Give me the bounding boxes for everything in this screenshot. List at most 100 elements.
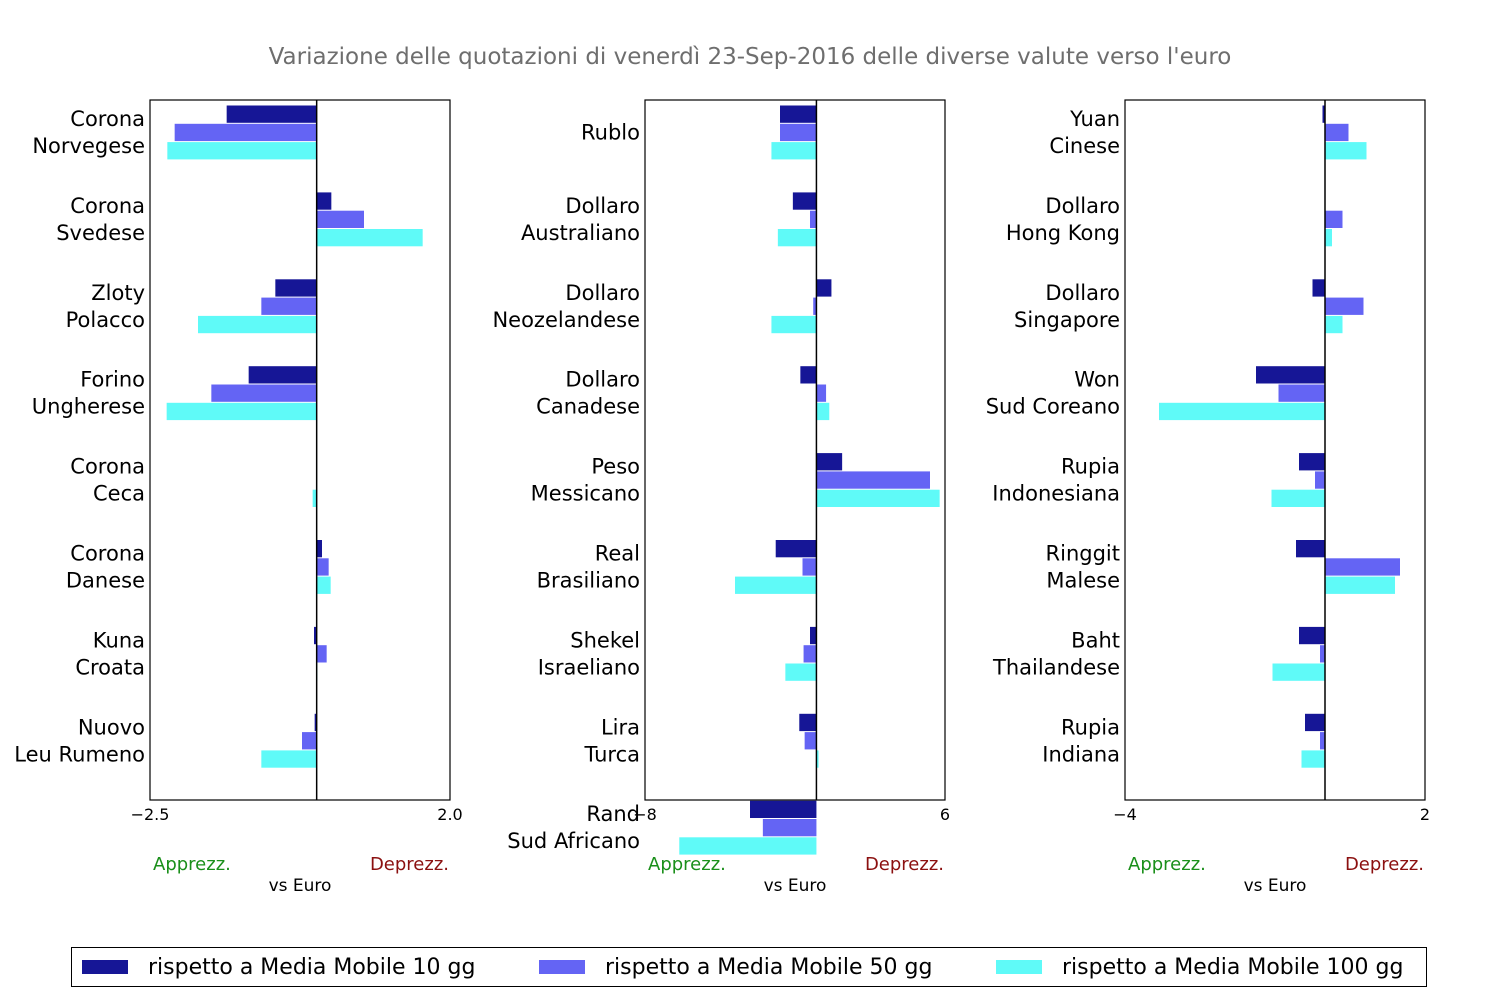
bar-ma100 — [316, 229, 423, 247]
bar-ma10 — [800, 366, 817, 384]
category-label-line: Ungherese — [32, 395, 145, 419]
bar-ma100 — [816, 489, 940, 507]
category-label: Peso Messicano — [531, 455, 640, 506]
category-label-line: Baht — [1071, 628, 1120, 652]
bar-ma10 — [810, 626, 817, 645]
category-label-line: Cinese — [1049, 134, 1120, 158]
bar-ma50 — [780, 123, 817, 142]
category-label-line: Yuan — [1069, 107, 1120, 131]
bar-ma50 — [762, 819, 817, 837]
bar-ma10 — [316, 192, 332, 210]
bar-ma10 — [799, 713, 817, 732]
bar-ma50 — [802, 558, 817, 576]
bar-ma100 — [679, 837, 817, 855]
category-label-line: Polacco — [66, 308, 145, 332]
legend-item-ma10: rispetto a Media Mobile 10 gg — [82, 948, 475, 986]
category-label-line: Croata — [75, 655, 145, 679]
bar-ma50 — [1320, 645, 1325, 663]
legend-label-ma100: rispetto a Media Mobile 100 gg — [1062, 954, 1404, 980]
bar-ma50 — [1325, 558, 1400, 576]
bar-ma100 — [316, 576, 331, 594]
bar-ma10 — [750, 800, 817, 818]
bar-ma10 — [275, 279, 317, 297]
bar-ma100 — [1325, 229, 1332, 247]
x-tick-label: −2.5 — [131, 805, 170, 824]
bar-ma100 — [1272, 663, 1325, 681]
category-label-line: Corona — [70, 541, 145, 565]
category-label-line: Kuna — [93, 628, 145, 652]
bar-ma10 — [816, 453, 843, 471]
category-label: Rand Sud Africano — [507, 802, 640, 853]
category-label: Dollaro Hong Kong — [1006, 194, 1120, 245]
chart-panel-3: Yuan Cinese Dollaro Hong Kong Dollaro Singapo… — [986, 99, 1430, 896]
bar-ma100 — [771, 315, 817, 334]
category-label-line: Turca — [583, 742, 640, 766]
category-label: Zloty Polacco — [66, 281, 145, 332]
bar-ma50 — [1320, 732, 1325, 750]
category-label-line: Ringgit — [1046, 541, 1120, 565]
legend: rispetto a Media Mobile 10 gg rispetto a… — [71, 947, 1427, 987]
bar-ma100 — [816, 750, 819, 768]
x-axis-label: vs Euro — [764, 876, 827, 896]
bar-ma100 — [1271, 489, 1325, 507]
bar-ma100 — [167, 142, 317, 160]
apprezz-note: Apprezz. — [153, 854, 231, 875]
bar-ma50 — [316, 558, 329, 576]
category-label: Dollaro Canadese — [536, 368, 640, 419]
bar-ma100 — [1301, 750, 1325, 768]
category-label-line: Indiana — [1042, 742, 1120, 766]
category-label-line: Dollaro — [565, 281, 640, 305]
category-label-line: Australiano — [521, 221, 640, 245]
bar-ma50 — [803, 645, 817, 663]
deprezz-note: Deprezz. — [370, 854, 449, 875]
category-label: Kuna Croata — [75, 628, 145, 679]
category-label: Ringgit Malese — [1046, 541, 1120, 592]
category-label: Corona Svedese — [56, 194, 145, 245]
apprezz-note: Apprezz. — [648, 854, 726, 875]
category-label: Rupia Indiana — [1042, 715, 1120, 766]
category-label: Real Brasiliano — [537, 541, 640, 592]
bar-ma50 — [1315, 471, 1325, 489]
bar-ma10 — [1256, 366, 1325, 384]
legend-item-ma50: rispetto a Media Mobile 50 gg — [539, 948, 932, 986]
deprezz-note: Deprezz. — [1345, 854, 1424, 875]
category-label-line: Ceca — [93, 482, 145, 506]
x-tick-label: −8 — [633, 805, 657, 824]
deprezz-note: Deprezz. — [865, 854, 944, 875]
bar-ma10 — [226, 105, 317, 123]
category-label-line: Canadese — [536, 395, 640, 419]
category-label-line: Real — [595, 541, 640, 565]
category-label-line: Rublo — [581, 120, 640, 144]
category-label-line: Corona — [70, 107, 145, 131]
x-tick-label: 6 — [940, 805, 950, 824]
category-label-line: Won — [1074, 368, 1120, 392]
category-label-line: Rand — [586, 802, 640, 826]
bar-ma50 — [810, 210, 817, 228]
category-label-line: Messicano — [531, 482, 640, 506]
category-label: Shekel Israeliano — [538, 628, 640, 679]
bar-ma100 — [1325, 576, 1395, 594]
bar-ma10 — [780, 105, 817, 123]
category-label: Won Sud Coreano — [986, 368, 1120, 419]
bar-ma10 — [314, 713, 317, 732]
category-label-line: Dollaro — [1045, 281, 1120, 305]
category-label-line: Zloty — [91, 281, 145, 305]
category-label: Forino Ungherese — [32, 368, 145, 419]
x-tick-label: 2.0 — [437, 805, 462, 824]
bar-ma50 — [316, 210, 364, 228]
category-label-line: Danese — [66, 568, 145, 592]
legend-label-ma10: rispetto a Media Mobile 10 gg — [148, 954, 476, 980]
charts-canvas: Corona Norvegese Corona Svedese Zloty Polacco… — [14, 99, 1430, 896]
category-label-line: Corona — [70, 455, 145, 479]
bar-ma50 — [816, 384, 827, 402]
category-label: Baht Thailandese — [992, 628, 1120, 679]
bar-ma10 — [1296, 540, 1325, 558]
bar-ma100 — [1159, 402, 1325, 421]
category-label-line: Israeliano — [538, 655, 640, 679]
legend-item-ma100: rispetto a Media Mobile 100 gg — [996, 948, 1403, 986]
category-label-line: Rupia — [1061, 455, 1120, 479]
category-label-line: Hong Kong — [1006, 221, 1120, 245]
category-label-line: Peso — [591, 455, 640, 479]
category-label: Rublo — [581, 120, 640, 144]
bar-ma10 — [248, 366, 317, 384]
